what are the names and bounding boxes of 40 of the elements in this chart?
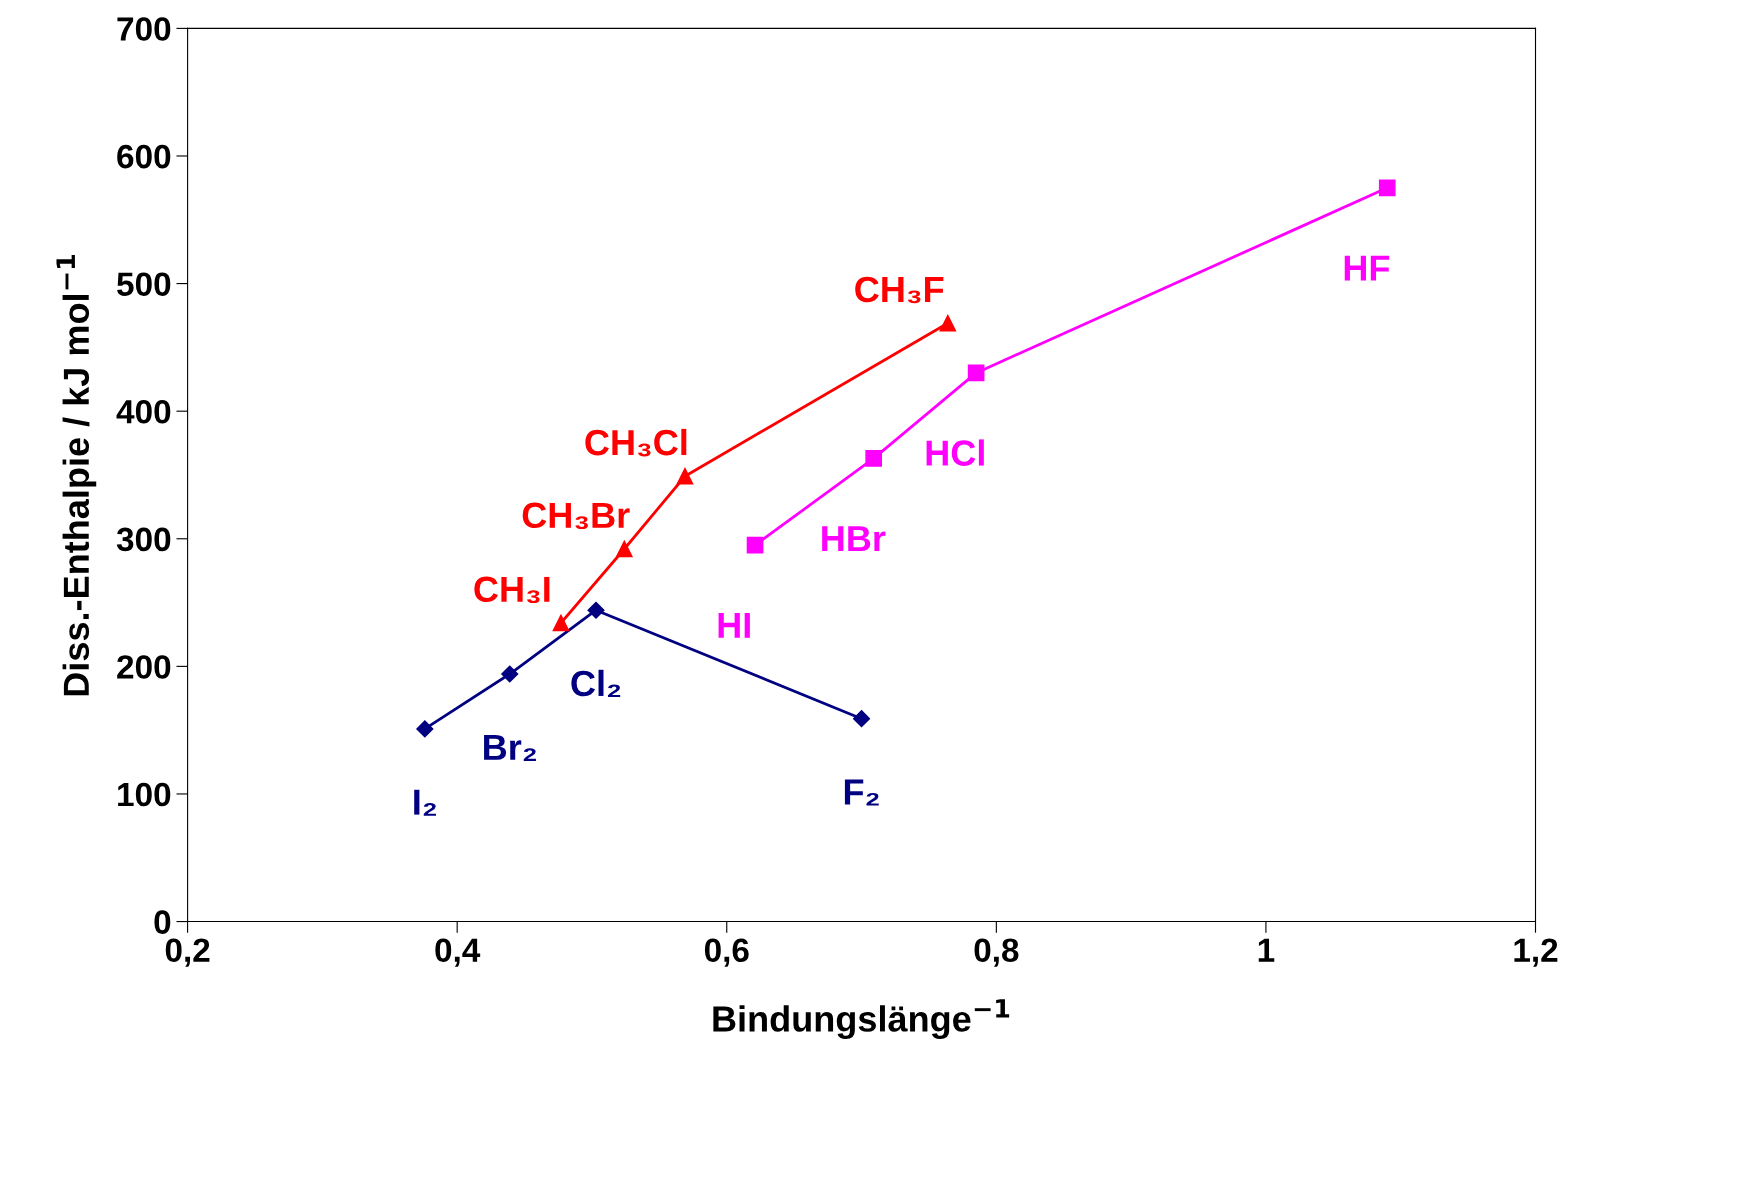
data-label: F₂ bbox=[844, 779, 879, 806]
point bbox=[939, 314, 957, 332]
point bbox=[1378, 179, 1396, 197]
data-label: CH₃Cl bbox=[585, 428, 687, 457]
y-tick-label: 400 bbox=[116, 399, 171, 424]
y-tick-label: 700 bbox=[117, 17, 171, 41]
y-tick-label: 500 bbox=[117, 272, 171, 296]
y-tick-label: 0 bbox=[154, 910, 171, 934]
data-label: Cl₂ bbox=[571, 669, 621, 698]
y-tick-label: 600 bbox=[117, 144, 171, 169]
y-tick-label: 200 bbox=[117, 655, 171, 679]
x-tick-label: 0,2 bbox=[165, 938, 210, 967]
data-label: HCl bbox=[926, 439, 984, 466]
x-tick-label: 0,6 bbox=[704, 938, 749, 967]
data-label: CH₃Br bbox=[522, 502, 630, 530]
data-label: I₂ bbox=[414, 789, 436, 816]
y-axis-title: Diss.-Enthalpie / kJ mol$^{−1}$ bbox=[56, 255, 97, 696]
y-tick-label: 100 bbox=[118, 782, 171, 807]
y-tick-label: 300 bbox=[116, 527, 171, 552]
point bbox=[967, 364, 985, 382]
point bbox=[416, 720, 434, 738]
data-label: HF bbox=[1344, 255, 1390, 281]
data-label: HI bbox=[718, 612, 750, 638]
x-axis-title: Bindungslänge$^{−1}$ bbox=[713, 999, 1010, 1040]
data-label: HBr bbox=[822, 526, 886, 552]
data-label: CH₃I bbox=[474, 576, 550, 604]
x-tick-label: 1 bbox=[1258, 938, 1275, 962]
point bbox=[852, 710, 871, 728]
point bbox=[587, 601, 605, 619]
point bbox=[615, 540, 633, 558]
x-tick-label: 1,2 bbox=[1514, 938, 1558, 967]
point bbox=[865, 450, 883, 467]
point bbox=[746, 536, 764, 554]
data-label: Br₂ bbox=[484, 734, 536, 761]
x-tick-label: 0,8 bbox=[974, 938, 1019, 967]
data-label: CH₃F bbox=[855, 276, 944, 304]
point bbox=[676, 467, 694, 485]
x-tick-label: 0,4 bbox=[435, 938, 481, 967]
point bbox=[552, 614, 570, 632]
point bbox=[501, 665, 519, 683]
